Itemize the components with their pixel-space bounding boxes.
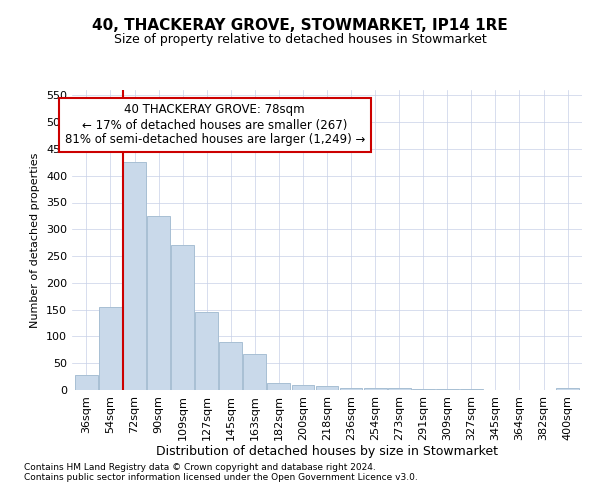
Bar (268, 383, 290, 390)
X-axis label: Distribution of detached houses by size in Stowmarket: Distribution of detached houses by size … (156, 446, 498, 458)
Text: Contains HM Land Registry data © Crown copyright and database right 2024.: Contains HM Land Registry data © Crown c… (24, 464, 376, 472)
Bar (556, 388, 579, 390)
Bar (388, 388, 410, 390)
Bar (99, 307, 122, 390)
Text: Size of property relative to detached houses in Stowmarket: Size of property relative to detached ho… (113, 32, 487, 46)
Bar (340, 388, 362, 390)
Bar (292, 384, 314, 390)
Text: 40 THACKERAY GROVE: 78sqm
← 17% of detached houses are smaller (267)
81% of semi: 40 THACKERAY GROVE: 78sqm ← 17% of detac… (65, 104, 365, 146)
Text: Contains public sector information licensed under the Open Government Licence v3: Contains public sector information licen… (24, 474, 418, 482)
Bar (171, 246, 194, 390)
Bar (220, 342, 242, 390)
Bar (75, 375, 98, 390)
Bar (195, 312, 218, 390)
Bar (123, 162, 146, 390)
Bar (364, 388, 386, 390)
Y-axis label: Number of detached properties: Number of detached properties (31, 152, 40, 328)
Bar (316, 386, 338, 390)
Bar (244, 354, 266, 390)
Text: 40, THACKERAY GROVE, STOWMARKET, IP14 1RE: 40, THACKERAY GROVE, STOWMARKET, IP14 1R… (92, 18, 508, 32)
Bar (147, 216, 170, 390)
